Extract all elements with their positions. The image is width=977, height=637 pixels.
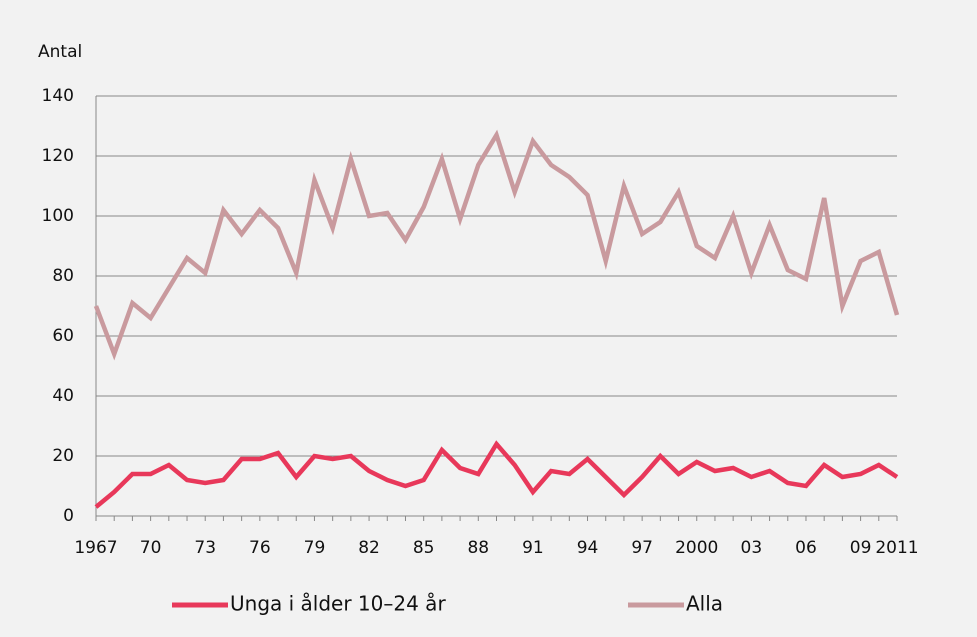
x-tick-label: 73 [194,538,216,558]
x-tick-label: 88 [467,538,489,558]
x-tick-label: 79 [304,538,326,558]
x-tick-label: 94 [577,538,599,558]
x-tick-label: 2011 [875,538,918,558]
x-tick-label: 2000 [675,538,718,558]
x-tick-label: 1967 [74,538,117,558]
series-line [93,129,900,361]
legend-label: Alla [686,592,723,616]
y-tick-label: 100 [42,206,74,226]
x-tick-label: 91 [522,538,544,558]
y-tick-label: 140 [42,86,74,106]
y-tick-label: 60 [52,326,74,346]
y-tick-label: 20 [52,446,74,466]
x-tick-label: 09 [850,538,872,558]
x-tick-label: 82 [358,538,380,558]
x-tick-label: 70 [140,538,162,558]
x-tick-label: 97 [631,538,653,558]
x-tick-label: 06 [795,538,817,558]
y-tick-label: 120 [42,146,74,166]
series-line [94,440,899,509]
y-tick-label: 80 [52,266,74,286]
y-tick-label: 40 [52,386,74,406]
x-tick-label: 85 [413,538,435,558]
x-tick-label: 03 [741,538,763,558]
x-tick-label: 76 [249,538,271,558]
y-axis-label: Antal [38,42,82,62]
legend-label: Unga i ålder 10–24 år [230,592,446,616]
y-tick-label: 0 [63,506,74,526]
